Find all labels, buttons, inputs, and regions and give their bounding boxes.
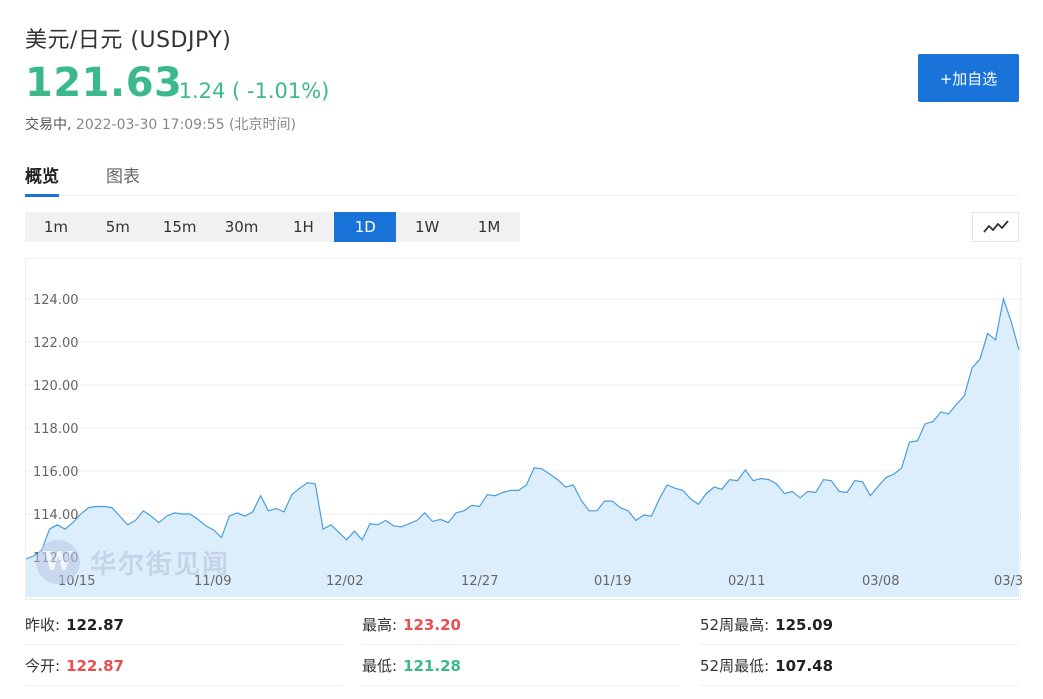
status-text: 交易中, [25, 117, 72, 133]
stat-value: 123.20 [403, 615, 461, 634]
stat-low: 最低: 121.28 [362, 646, 680, 686]
period-1month[interactable]: 1M [477, 218, 501, 236]
stat-value: 122.87 [66, 615, 124, 634]
add-watchlist-button[interactable]: +加自选 [918, 54, 1019, 102]
y-tick-label: 116.00 [33, 465, 79, 480]
period-1h[interactable]: 1H [293, 218, 314, 236]
period-1m[interactable]: 1m [43, 218, 69, 236]
stat-label: 今开: [25, 657, 61, 675]
period-15m[interactable]: 15m [162, 218, 197, 236]
watermark-text: 华尔街见闻 [90, 549, 231, 580]
x-tick-label: 02/11 [728, 574, 765, 589]
stat-52w-high: 52周最高: 125.09 [700, 605, 1019, 645]
stat-value: 125.09 [775, 615, 834, 634]
stat-open: 今开: 122.87 [25, 646, 343, 686]
stat-prev-close: 昨收: 122.87 [25, 605, 343, 645]
area-fill [26, 299, 1019, 597]
y-tick-label: 122.00 [33, 336, 79, 351]
x-tick-label: 01/19 [594, 574, 631, 589]
current-price: 121.63 [25, 60, 183, 106]
stat-label: 52周最高: [700, 616, 770, 634]
stat-52w-low: 52周最低: 107.48 [700, 646, 1019, 686]
chart-type-button[interactable] [972, 212, 1019, 242]
stat-label: 最低: [362, 657, 398, 675]
x-tick-label: 03/3 [994, 574, 1022, 589]
tab-overview[interactable]: 概览 [25, 162, 59, 197]
period-1d[interactable]: 1D [334, 212, 397, 242]
period-30m[interactable]: 30m [224, 218, 259, 236]
stat-value: 107.48 [775, 656, 834, 675]
trading-status: 交易中, 2022-03-30 17:09:55 (北京时间) [25, 114, 296, 134]
price-change: -1.24 ( -1.01%) [171, 79, 330, 103]
x-tick-label: 12/27 [461, 574, 498, 589]
x-tick-label: 11/09 [194, 574, 231, 589]
stat-label: 昨收: [25, 616, 61, 634]
stat-label: 最高: [362, 616, 398, 634]
x-axis-ticks: 10/15 11/09 12/02 12/27 01/19 02/11 03/08 03/3 [58, 574, 1022, 589]
period-selector: 1m 5m 15m 30m 1H 1D 1W 1M [25, 212, 520, 242]
y-tick-label: 120.00 [33, 379, 79, 394]
series-line [26, 296, 1020, 560]
y-tick-label: 114.00 [33, 508, 79, 523]
stat-value: 121.28 [403, 656, 461, 675]
stat-value: 122.87 [66, 656, 124, 675]
period-5m[interactable]: 5m [105, 218, 130, 236]
page-title: 美元/日元 (USDJPY) [25, 28, 232, 53]
tab-bar: 概览 图表 [25, 160, 1019, 197]
chart-series [26, 296, 1020, 597]
x-tick-label: 12/02 [326, 574, 363, 589]
y-tick-label: 124.00 [33, 293, 79, 308]
stat-high: 最高: 123.20 [362, 605, 680, 645]
stat-label: 52周最低: [700, 657, 770, 675]
watermark-logo: W [36, 540, 80, 584]
tab-chart[interactable]: 图表 [106, 167, 140, 187]
timestamp: 2022-03-30 17:09:55 (北京时间) [75, 117, 296, 133]
period-1w[interactable]: 1W [415, 218, 440, 236]
x-tick-label: 03/08 [862, 574, 899, 589]
watermark: W 华尔街见闻 [36, 540, 230, 584]
y-tick-label: 118.00 [33, 422, 79, 437]
line-chart-icon [982, 220, 1009, 233]
